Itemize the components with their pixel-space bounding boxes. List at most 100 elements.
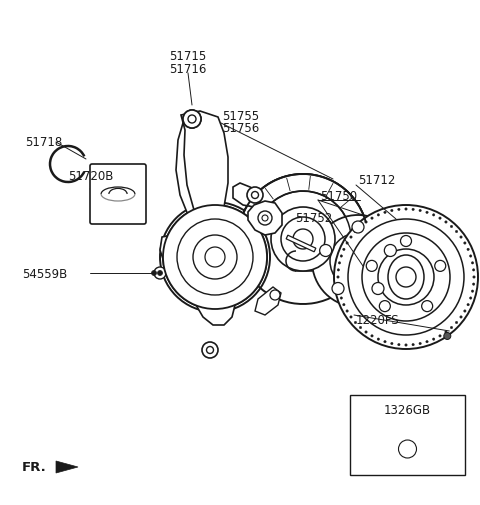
Circle shape: [262, 216, 268, 222]
Text: 51720B: 51720B: [68, 169, 113, 182]
Circle shape: [445, 221, 447, 224]
Circle shape: [472, 269, 475, 272]
Circle shape: [312, 216, 404, 308]
Text: 54559B: 54559B: [22, 267, 67, 280]
Circle shape: [426, 212, 428, 214]
Circle shape: [360, 226, 362, 228]
Circle shape: [450, 226, 453, 228]
Circle shape: [464, 242, 466, 245]
Circle shape: [247, 188, 263, 204]
Circle shape: [464, 310, 466, 313]
Circle shape: [471, 290, 474, 293]
Circle shape: [183, 111, 201, 129]
Text: 51718: 51718: [25, 136, 62, 149]
Polygon shape: [160, 235, 202, 277]
Circle shape: [467, 304, 469, 306]
Circle shape: [396, 268, 416, 287]
Circle shape: [337, 283, 339, 286]
Circle shape: [163, 206, 267, 310]
Circle shape: [334, 206, 478, 349]
Circle shape: [460, 236, 462, 239]
Circle shape: [160, 203, 270, 313]
Circle shape: [270, 290, 280, 300]
Circle shape: [348, 220, 464, 335]
Circle shape: [252, 192, 259, 199]
Circle shape: [188, 116, 196, 124]
Text: 51716: 51716: [169, 63, 207, 75]
Circle shape: [384, 245, 396, 257]
Circle shape: [379, 301, 390, 312]
Circle shape: [330, 233, 386, 289]
Circle shape: [193, 235, 237, 279]
Circle shape: [378, 249, 434, 306]
Circle shape: [340, 297, 343, 299]
Polygon shape: [181, 112, 228, 250]
Circle shape: [426, 341, 428, 343]
Circle shape: [419, 342, 421, 345]
Circle shape: [456, 231, 458, 233]
Circle shape: [365, 221, 367, 224]
Circle shape: [377, 214, 380, 217]
Circle shape: [163, 206, 267, 310]
Circle shape: [352, 222, 364, 233]
Circle shape: [340, 256, 343, 258]
Circle shape: [456, 322, 458, 324]
Circle shape: [337, 276, 339, 279]
Circle shape: [205, 247, 225, 268]
Text: 51752: 51752: [295, 211, 332, 224]
Circle shape: [338, 290, 341, 293]
Circle shape: [450, 327, 453, 329]
Circle shape: [398, 209, 400, 211]
Bar: [350, 395, 465, 475]
Text: 51750: 51750: [320, 189, 357, 202]
Circle shape: [471, 262, 474, 265]
Circle shape: [472, 283, 475, 286]
Circle shape: [405, 344, 407, 346]
Circle shape: [445, 331, 447, 334]
Circle shape: [439, 335, 441, 337]
Polygon shape: [255, 287, 281, 316]
Circle shape: [421, 301, 432, 312]
Circle shape: [444, 333, 451, 340]
Ellipse shape: [388, 256, 424, 299]
Circle shape: [384, 341, 386, 343]
Circle shape: [188, 116, 196, 124]
Circle shape: [350, 316, 352, 319]
Circle shape: [391, 210, 393, 212]
Circle shape: [177, 220, 253, 295]
Circle shape: [384, 212, 386, 214]
Circle shape: [469, 297, 472, 299]
Circle shape: [350, 254, 366, 270]
Circle shape: [346, 242, 348, 245]
Circle shape: [343, 248, 345, 251]
Circle shape: [439, 218, 441, 220]
Circle shape: [206, 347, 214, 354]
Circle shape: [365, 331, 367, 334]
Circle shape: [432, 214, 435, 217]
Text: FR.: FR.: [22, 461, 47, 474]
Text: 51712: 51712: [358, 174, 396, 187]
Circle shape: [183, 111, 201, 129]
Text: 51756: 51756: [222, 122, 259, 135]
Circle shape: [372, 283, 384, 295]
Circle shape: [419, 210, 421, 212]
Circle shape: [193, 235, 237, 279]
Polygon shape: [233, 184, 260, 208]
Circle shape: [377, 338, 380, 341]
Circle shape: [354, 231, 357, 233]
Circle shape: [338, 262, 341, 265]
Circle shape: [154, 268, 166, 279]
FancyBboxPatch shape: [90, 165, 146, 225]
Polygon shape: [176, 122, 220, 247]
Circle shape: [201, 243, 229, 272]
Text: 51755: 51755: [222, 109, 259, 122]
Circle shape: [342, 245, 374, 277]
Circle shape: [177, 220, 253, 295]
Circle shape: [350, 236, 352, 239]
Circle shape: [346, 310, 348, 313]
Circle shape: [398, 344, 400, 346]
Circle shape: [173, 216, 257, 299]
Circle shape: [320, 245, 332, 257]
Circle shape: [157, 271, 163, 276]
Circle shape: [360, 327, 362, 329]
